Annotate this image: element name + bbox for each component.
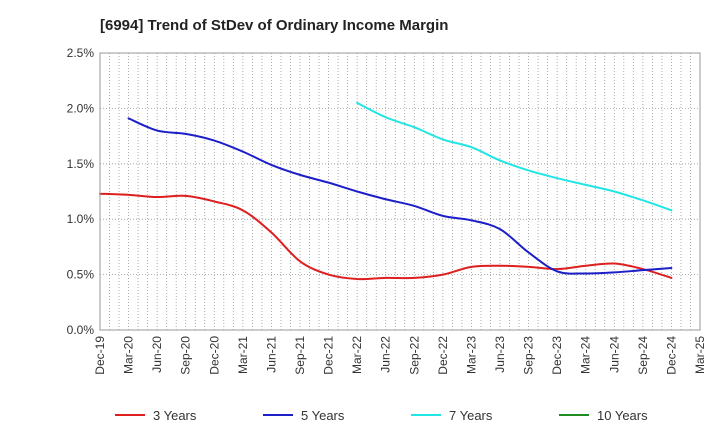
x-tick-label: Dec-24 (664, 336, 678, 375)
plot-area (100, 53, 700, 330)
series-line-3-years (99, 192, 673, 281)
x-tick-label: Sep-21 (293, 336, 307, 375)
x-tick-label: Jun-23 (493, 336, 507, 373)
x-tick-label: Jun-21 (264, 336, 278, 373)
plot-border (99, 52, 701, 331)
x-tick-label: Jun-22 (379, 336, 393, 373)
x-tick-label: Dec-22 (436, 336, 450, 375)
x-tick-label: Dec-20 (207, 336, 221, 375)
x-tick-label: Sep-22 (407, 336, 421, 375)
y-tick-label: 0.5% (67, 268, 95, 282)
x-tick-label: Mar-25 (693, 336, 707, 374)
legend-label-3-years: 3 Years (153, 408, 197, 423)
y-tick-label: 0.0% (67, 323, 95, 337)
x-tick-label: Jun-20 (150, 336, 164, 373)
x-tick-label: Jun-24 (607, 336, 621, 373)
chart-title: [6994] Trend of StDev of Ordinary Income… (100, 17, 448, 34)
x-axis-ticks: Dec-19 Mar-20 Jun-20 Sep-20 Dec-20 Mar-21 Jun-… (93, 336, 707, 375)
series-group (99, 101, 673, 281)
series-line-7-years (356, 101, 673, 212)
legend: 3 Years 5 Years 7 Years 10 Years (115, 408, 648, 423)
x-tick-label: Dec-23 (550, 336, 564, 375)
x-tick-label: Sep-23 (522, 336, 536, 375)
legend-label-5-years: 5 Years (301, 408, 345, 423)
x-tick-label: Mar-22 (350, 336, 364, 374)
x-tick-label: Mar-23 (464, 336, 478, 374)
x-tick-label: Mar-21 (236, 336, 250, 374)
x-tick-label: Sep-20 (179, 336, 193, 375)
x-tick-label: Mar-20 (122, 336, 136, 374)
x-tick-label: Dec-21 (322, 336, 336, 375)
y-tick-label: 2.5% (67, 46, 95, 60)
grid (100, 53, 700, 330)
x-tick-label: Mar-24 (579, 336, 593, 374)
x-tick-label: Dec-19 (93, 336, 107, 375)
x-tick-label: Sep-24 (636, 336, 650, 375)
legend-label-10-years: 10 Years (597, 408, 648, 423)
y-tick-label: 1.0% (67, 212, 95, 226)
legend-label-7-years: 7 Years (449, 408, 493, 423)
series-line-5-years (127, 117, 673, 275)
y-tick-label: 1.5% (67, 157, 95, 171)
y-axis-ticks: 0.0% 0.5% 1.0% 1.5% 2.0% 2.5% (67, 46, 95, 337)
y-tick-label: 2.0% (67, 101, 95, 115)
